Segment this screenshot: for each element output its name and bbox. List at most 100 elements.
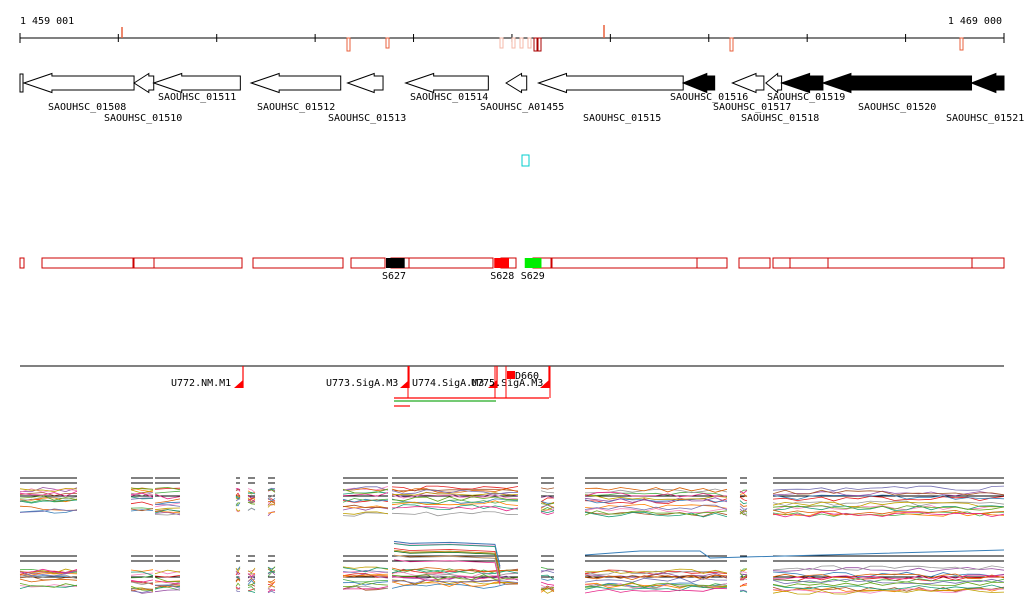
profile-line [342,579,389,583]
segment-box [408,257,494,269]
profile-line [739,510,748,516]
profile-line [235,586,241,590]
profile-line [540,490,555,494]
profile-line [235,578,241,582]
transcription-units: U772.NM.M1 U773.SigA.M3 U774.SigA.M3U775.S… [171,366,551,407]
profile-line [154,509,181,514]
profile-line [772,485,1005,492]
scale-marker [959,37,964,51]
profile-line [342,487,389,492]
profile-line [19,508,78,513]
scale-marker [729,37,734,52]
profile-line [235,570,241,576]
profile-line [154,585,181,588]
profile-line [391,499,519,505]
gene-label: SAOUHSC_01515 [583,113,661,124]
scale-marker [385,37,390,49]
scale-marker [499,37,504,49]
profile-line [393,543,501,569]
profile-line [19,568,78,574]
gene-arrow [133,72,155,94]
small-rna-box [385,258,405,268]
gene-label: SAOUHSC_01521 [946,113,1024,124]
profile-line [267,500,276,506]
segment-box [133,257,155,269]
profile-line [540,497,555,503]
profile-line [130,496,154,500]
profile-line [391,494,519,500]
gene-label: SAOUHSC_01514 [410,92,488,103]
profile-line [391,489,519,495]
profile-line [540,586,555,590]
profile-line [342,567,389,573]
gene-arrow [505,72,528,94]
gene-label: SAOUHSC_01518 [741,113,819,124]
profile-line [267,487,276,491]
profile-line [130,572,154,576]
segment-track: S627 S628 S629 [19,257,1005,282]
profile-line [247,497,256,501]
segment-box [789,257,829,269]
profile-line [342,498,389,503]
profile-line [154,513,181,516]
profile-line [19,495,78,501]
gene-arrow [731,72,765,94]
profile-line [247,573,256,578]
profile-line [540,581,555,586]
profile-line [772,509,1005,516]
profile-line [235,586,241,590]
profile-line [130,507,154,510]
segment-box [252,257,344,269]
segment-box [772,257,791,269]
profile-line [391,574,519,580]
profile-line [772,567,1005,573]
profile-line [19,584,78,588]
profile-line [739,568,748,573]
profile-line [342,581,389,586]
profile-line [739,496,748,502]
profile-line [391,488,519,492]
profile-line [154,507,181,511]
profile-line [235,508,241,512]
profile-line [235,590,241,592]
profile-line [154,504,181,507]
cyan-marker-box [521,154,530,167]
profile-line [154,486,181,491]
profile-line [342,498,389,503]
profile-line [342,492,389,497]
profile-line [268,578,276,583]
profile-line [540,495,555,499]
profile-line [235,509,241,513]
profile-line [267,571,276,577]
profile-line [772,565,1005,571]
profile-line [19,496,78,501]
profile-line [154,498,181,504]
profile-line [130,508,154,512]
gene-label: SAOUHSC_01513 [328,113,406,124]
profile-line [19,570,78,577]
gene-arrow [765,72,783,94]
profile-line [772,511,1005,518]
small-rna-box [494,258,509,268]
profile-line [130,497,154,500]
profile-line [584,511,728,518]
profile-line [130,492,154,498]
small-rna-box [524,258,542,268]
profile-line [267,493,276,499]
gene-arrow [970,72,1005,94]
scale-marker [519,37,524,49]
profile-line [391,496,519,502]
segment-box [153,257,243,269]
profile-line [739,571,748,574]
profile-line [130,579,154,583]
profile-line [154,577,181,583]
profile-line [739,584,748,587]
profile-line [584,494,728,501]
scale-end-label: 1 469 000 [948,16,1002,27]
profile-line [739,503,748,507]
small-rna-label: S628 [490,271,514,282]
profile-line [772,573,1005,580]
feature-tag-box [507,371,515,379]
scale-marker [537,37,542,52]
